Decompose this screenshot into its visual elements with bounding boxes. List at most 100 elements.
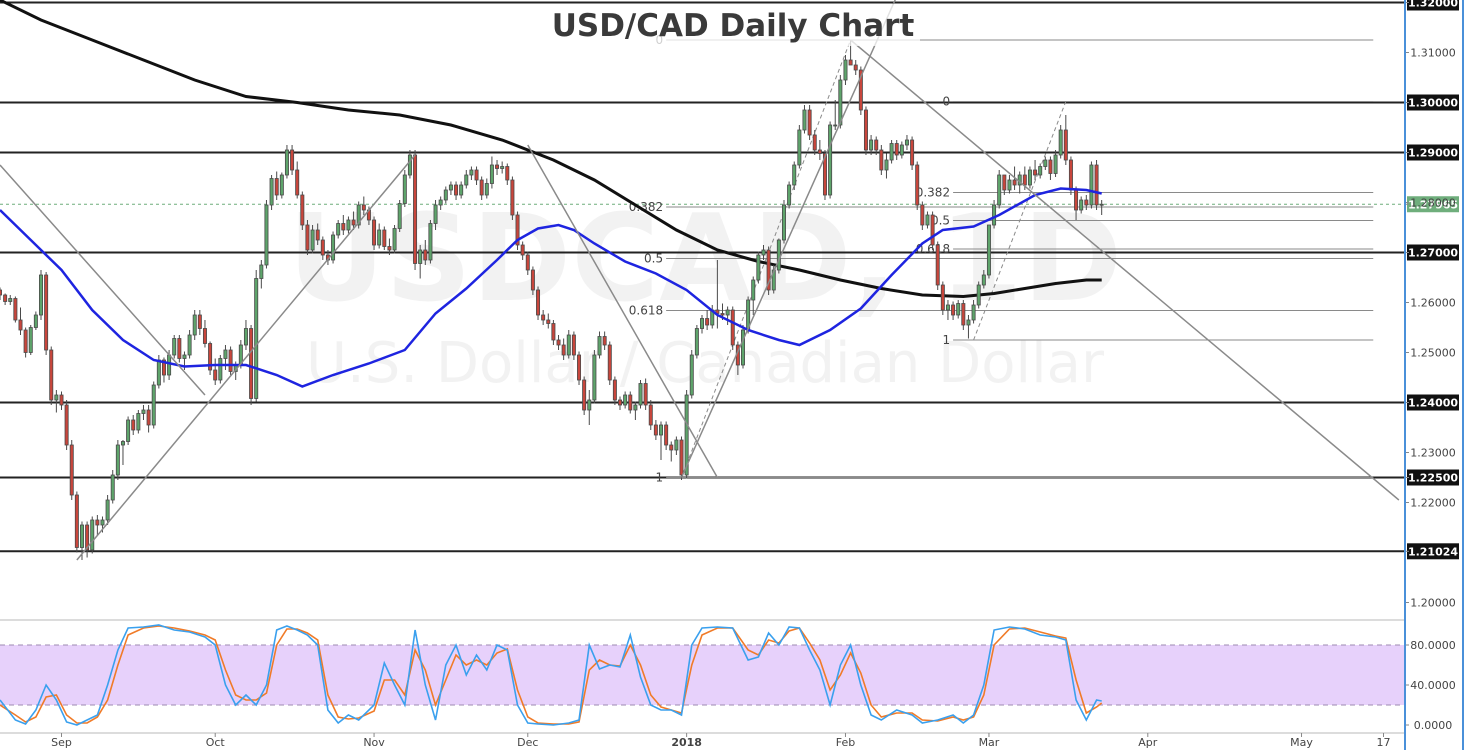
candle — [172, 335, 177, 359]
candle — [705, 310, 710, 330]
price-tick-label: 1.27965 — [1408, 198, 1458, 211]
candle — [648, 400, 653, 430]
candle-body — [274, 178, 279, 196]
candle-body — [13, 298, 18, 321]
candle-body — [74, 494, 79, 548]
candle-body — [202, 328, 207, 344]
candle — [858, 66, 863, 115]
candle — [684, 390, 689, 479]
candle — [249, 325, 254, 405]
price-tick-label: 1.23000 — [1410, 447, 1456, 460]
candle-body — [633, 404, 638, 411]
candle-body — [561, 344, 566, 356]
candle — [54, 390, 59, 413]
candle — [1027, 166, 1032, 189]
candle-body — [356, 204, 361, 226]
candle-body — [1053, 154, 1058, 174]
candle — [141, 405, 146, 420]
candle — [653, 420, 658, 440]
candle — [433, 200, 438, 230]
candle — [602, 331, 607, 350]
candle-body — [418, 249, 423, 264]
candle — [13, 296, 18, 323]
candle-body — [443, 189, 448, 201]
candle — [49, 346, 54, 405]
candle-body — [607, 344, 612, 381]
stochastic-oscillator — [0, 619, 1404, 726]
candle — [510, 176, 515, 220]
candle — [346, 216, 351, 234]
candle-body — [848, 59, 853, 66]
candle — [413, 150, 418, 270]
candle-body — [638, 383, 643, 406]
price-tick-label: 1.29000 — [1408, 147, 1458, 160]
candle — [689, 350, 694, 399]
candle — [976, 281, 981, 309]
candle — [817, 140, 822, 160]
candle-body — [577, 354, 582, 381]
price-label-box — [1407, 543, 1459, 560]
candle — [971, 300, 976, 324]
trendlines — [0, 0, 1400, 561]
candle — [192, 310, 197, 340]
candle-body — [700, 318, 704, 329]
candle-body — [1002, 174, 1007, 191]
candle-body — [243, 328, 248, 346]
candle-body — [213, 369, 218, 381]
candle — [28, 325, 33, 355]
candle-body — [331, 234, 336, 261]
candle-body — [587, 399, 592, 411]
price-label-box — [1407, 469, 1459, 486]
candle-body — [879, 149, 884, 171]
candle-body — [694, 328, 699, 356]
candle-body — [146, 409, 151, 426]
candle-body — [1033, 169, 1038, 176]
stoch-band — [0, 645, 1404, 705]
candle — [546, 313, 551, 329]
candle — [700, 315, 704, 334]
time-tick-label: 17 — [1377, 736, 1391, 749]
candle-body — [536, 289, 541, 316]
candle — [520, 241, 525, 260]
candle — [679, 436, 684, 480]
candle-body — [935, 244, 940, 286]
candle — [44, 272, 49, 355]
candle — [556, 335, 561, 350]
candle-body — [464, 174, 469, 186]
candle-body — [182, 354, 187, 359]
candle — [925, 211, 930, 229]
candle-body — [643, 383, 648, 406]
price-label-box — [1407, 196, 1459, 213]
candle — [781, 200, 786, 244]
candle — [920, 201, 925, 230]
candle-body — [669, 444, 674, 451]
candle-body — [910, 139, 915, 166]
candle-body — [653, 424, 658, 436]
candle-body — [105, 499, 110, 521]
price-label-box — [1407, 0, 1459, 11]
candle-body — [571, 334, 576, 356]
candle-body — [315, 229, 320, 241]
candle-body — [940, 284, 945, 311]
candle-body — [377, 229, 382, 246]
candle-body — [951, 304, 956, 316]
candle-body — [0, 289, 2, 296]
candle-body — [208, 343, 213, 371]
candle-body — [351, 219, 356, 226]
candle — [438, 196, 443, 210]
candle — [228, 346, 233, 375]
candle — [300, 191, 305, 230]
candle — [1084, 195, 1089, 210]
candle — [787, 181, 792, 209]
price-axis: 1.20000 1.21024 1.22000 1.22500 1.23000 1.240… — [1404, 0, 1464, 750]
candle-body — [551, 323, 556, 341]
candle-body — [546, 319, 551, 324]
candle-body — [192, 314, 197, 336]
candle — [1002, 174, 1007, 195]
candle-body — [500, 166, 505, 169]
candle-body — [39, 274, 43, 316]
candle-body — [1038, 166, 1043, 176]
candle-body — [1099, 203, 1104, 206]
candle-body — [812, 134, 817, 151]
trendline — [850, 39, 1400, 501]
